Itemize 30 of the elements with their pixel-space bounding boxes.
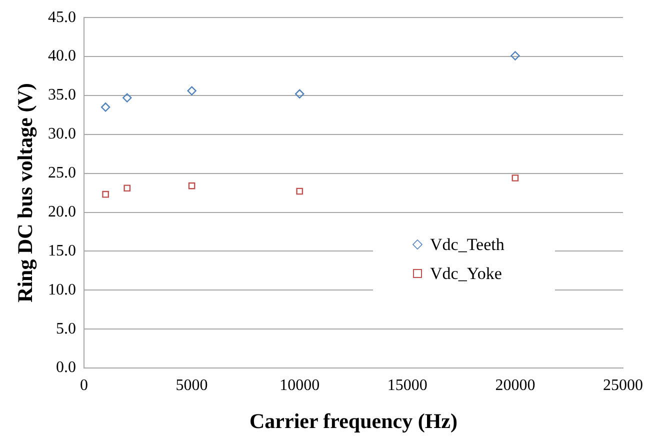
y-tick-label: 0.0 — [56, 359, 76, 376]
point — [124, 184, 131, 192]
x-tick-label: 10000 — [280, 376, 320, 394]
x-tick-label: 5000 — [176, 376, 208, 394]
point — [512, 174, 519, 182]
y-tick-label: 45.0 — [48, 8, 76, 26]
y-tick-label: 10.0 — [48, 281, 76, 298]
point — [187, 86, 196, 96]
y-tick-label: 30.0 — [48, 126, 76, 143]
y-tick-label: 20.0 — [48, 203, 76, 220]
y-axis-title: Ring DC bus voltage (V) — [13, 83, 38, 302]
x-tick-label: 0 — [80, 376, 88, 394]
point — [296, 188, 304, 195]
point — [122, 93, 132, 102]
y-tick-label: 25.0 — [48, 164, 76, 182]
x-tick-label: 15000 — [387, 376, 428, 394]
y-tick-label: 35.0 — [48, 86, 76, 104]
legend-label: Vdc_Yoke — [430, 263, 502, 285]
point — [188, 182, 196, 190]
point — [102, 190, 109, 198]
x-tick-label: 25000 — [603, 376, 643, 394]
point — [510, 51, 520, 60]
legend-label: Vdc_Teeth — [430, 234, 504, 256]
y-tick-label: 40.0 — [48, 48, 76, 65]
y-tick-label: 5.0 — [56, 320, 76, 338]
point — [100, 102, 110, 112]
point — [295, 89, 304, 99]
y-tick-label: 15.0 — [48, 242, 76, 260]
x-tick-label: 20000 — [495, 376, 536, 394]
x-axis-title: Carrier frequency (Hz) — [250, 408, 458, 433]
